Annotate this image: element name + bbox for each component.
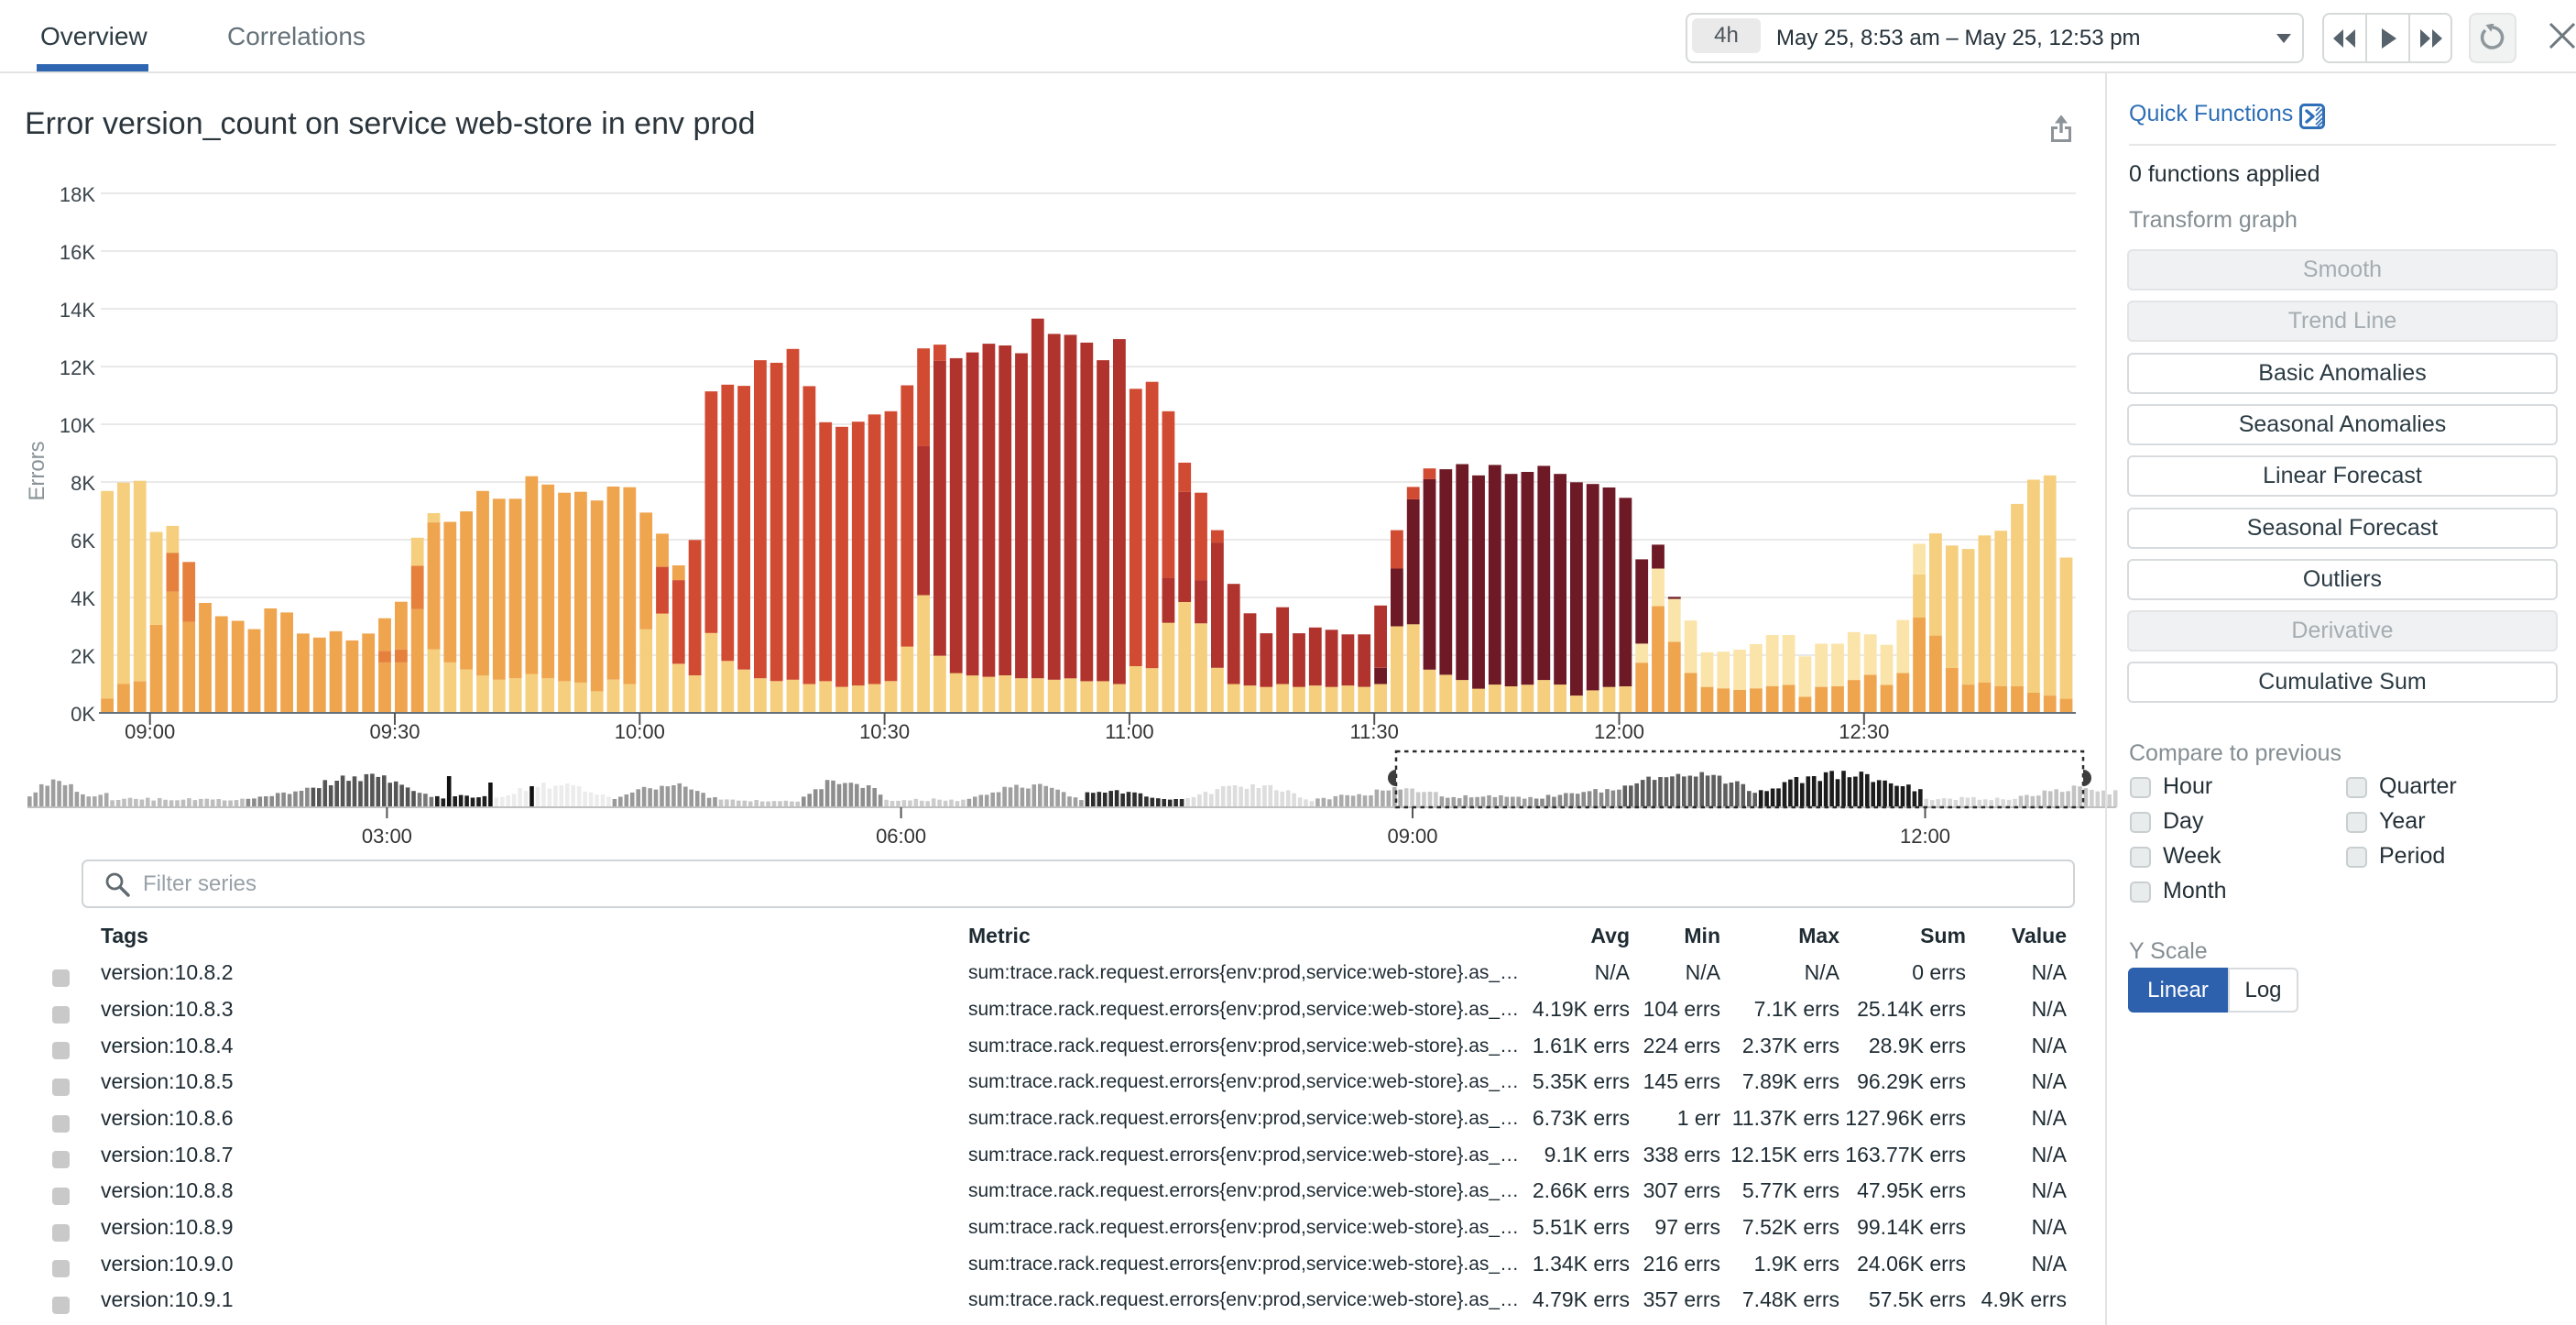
svg-text:10K: 10K — [60, 414, 95, 437]
svg-text:12:00: 12:00 — [1594, 720, 1644, 743]
svg-text:03:00: 03:00 — [362, 825, 412, 848]
svg-text:6K: 6K — [71, 530, 95, 553]
svg-text:2K: 2K — [71, 645, 95, 668]
svg-text:12:30: 12:30 — [1839, 720, 1889, 743]
svg-text:09:00: 09:00 — [125, 720, 175, 743]
svg-text:10:00: 10:00 — [615, 720, 665, 743]
svg-text:10:30: 10:30 — [859, 720, 910, 743]
svg-text:06:00: 06:00 — [876, 825, 926, 848]
svg-text:11:00: 11:00 — [1105, 720, 1153, 743]
svg-text:16K: 16K — [60, 241, 95, 264]
svg-text:09:00: 09:00 — [1387, 825, 1437, 848]
svg-text:09:30: 09:30 — [369, 720, 420, 743]
svg-text:Errors: Errors — [25, 441, 49, 500]
svg-text:8K: 8K — [71, 472, 95, 495]
svg-text:0K: 0K — [71, 703, 95, 726]
svg-text:12K: 12K — [60, 356, 95, 379]
svg-text:11:30: 11:30 — [1349, 720, 1398, 743]
svg-text:4K: 4K — [71, 587, 95, 610]
svg-text:12:00: 12:00 — [1900, 825, 1950, 848]
svg-text:18K: 18K — [60, 183, 95, 206]
svg-text:14K: 14K — [60, 299, 95, 322]
